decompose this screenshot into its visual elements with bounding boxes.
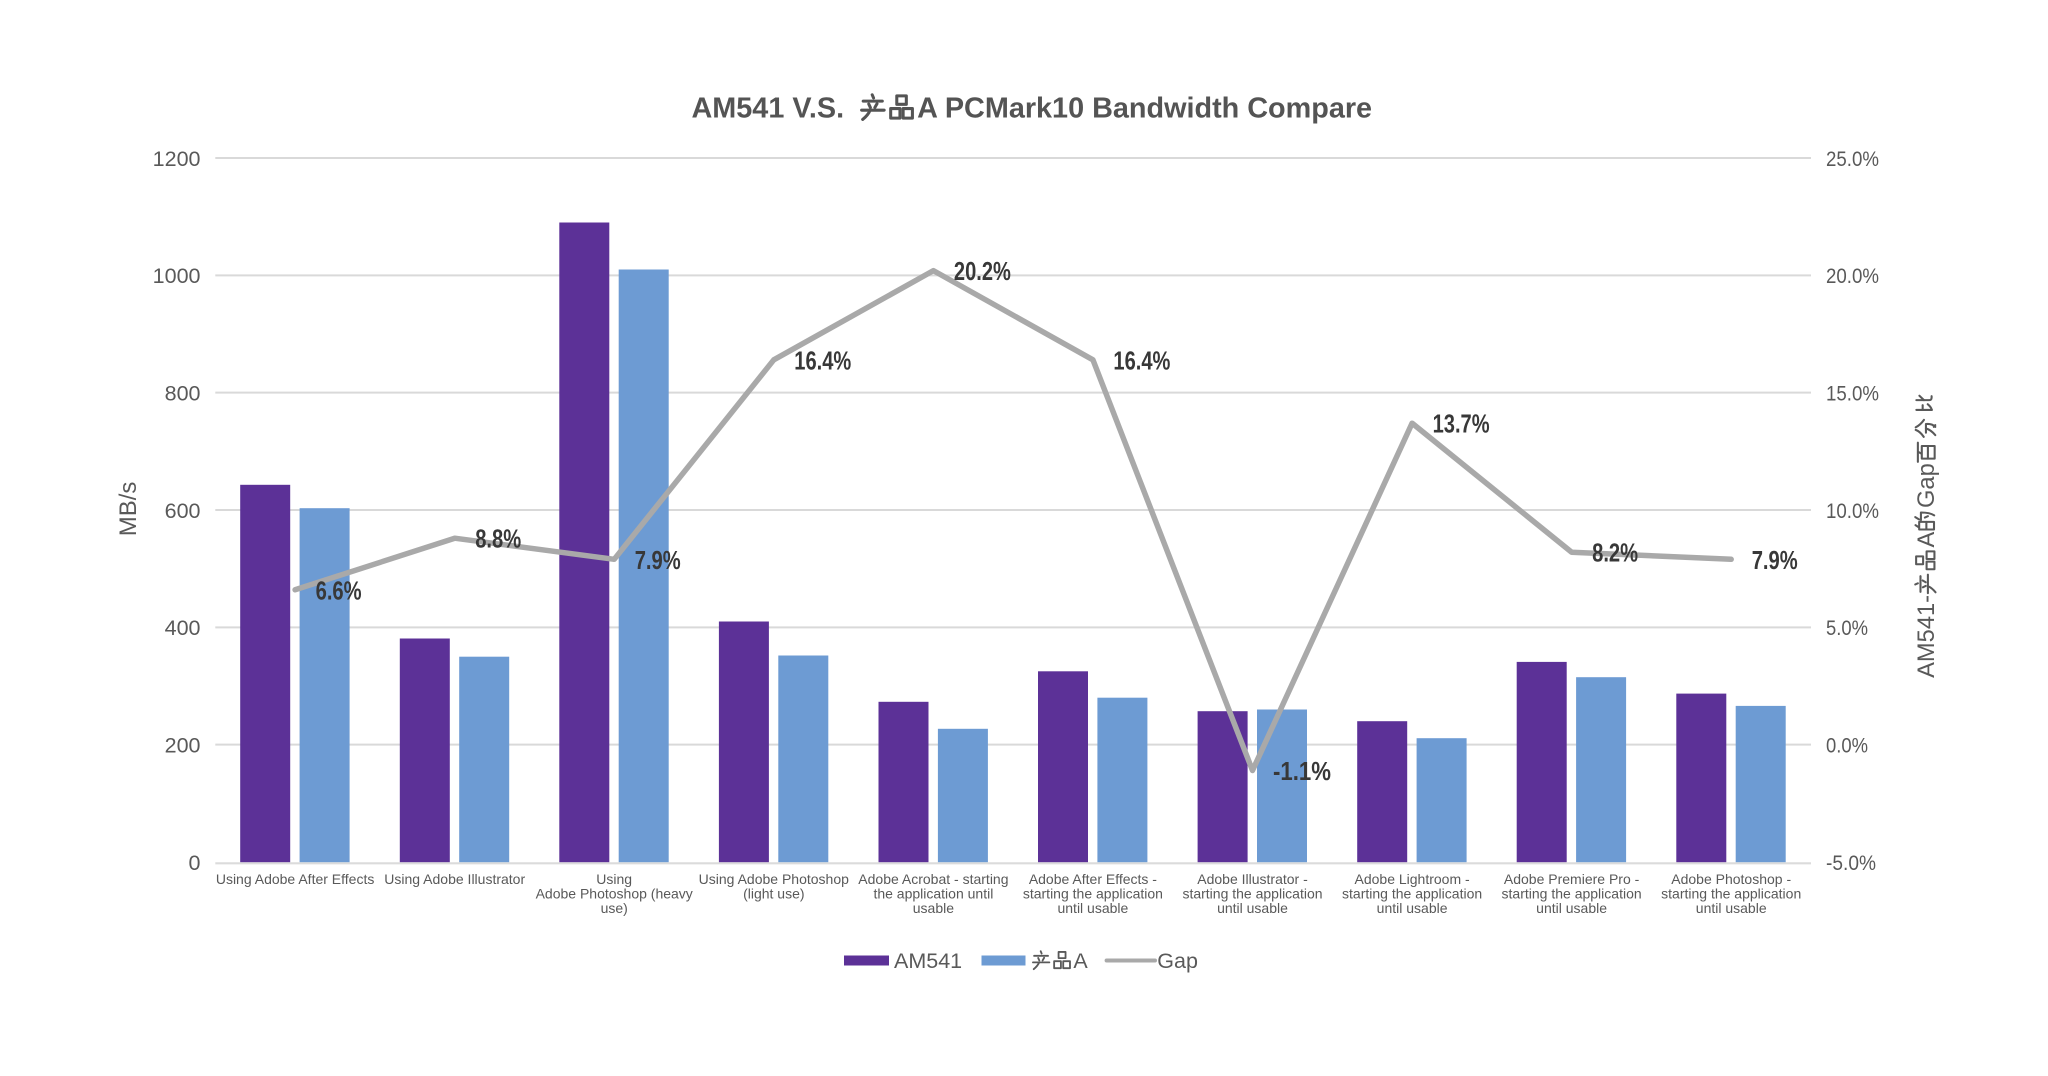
svg-text:AM541 V.S.: AM541 V.S. (692, 93, 853, 125)
svg-text:200: 200 (165, 734, 201, 758)
svg-text:starting the application: starting the application (1182, 886, 1322, 902)
svg-text:5.0%: 5.0% (1826, 616, 1868, 640)
svg-text:8.2%: 8.2% (1592, 538, 1638, 568)
svg-text:until usable: until usable (1217, 900, 1288, 916)
svg-text:AM541: AM541 (894, 949, 962, 973)
svg-text:until usable: until usable (1696, 900, 1767, 916)
svg-text:A: A (1073, 949, 1088, 973)
svg-text:16.4%: 16.4% (1113, 345, 1170, 375)
svg-text:A: A (1914, 532, 1940, 548)
svg-text:Adobe Photoshop -: Adobe Photoshop - (1671, 871, 1791, 887)
svg-text:400: 400 (165, 616, 201, 640)
svg-text:6.6%: 6.6% (316, 575, 362, 605)
svg-text:10.0%: 10.0% (1826, 499, 1879, 523)
svg-text:20.2%: 20.2% (954, 256, 1011, 286)
svg-text:Adobe After Effects -: Adobe After Effects - (1029, 871, 1157, 887)
svg-text:MB/s: MB/s (115, 482, 142, 537)
svg-text:0: 0 (189, 851, 201, 875)
svg-text:Adobe Lightroom -: Adobe Lightroom - (1355, 871, 1471, 887)
svg-text:A PCMark10 Bandwidth Compare: A PCMark10 Bandwidth Compare (917, 93, 1372, 125)
svg-text:7.9%: 7.9% (1752, 545, 1798, 575)
svg-text:Gap: Gap (1914, 463, 1940, 508)
svg-text:the application until: the application until (873, 886, 993, 902)
svg-text:1000: 1000 (153, 264, 201, 288)
svg-text:0.0%: 0.0% (1826, 734, 1868, 758)
svg-text:7.9%: 7.9% (635, 545, 681, 575)
svg-text:20.0%: 20.0% (1826, 264, 1879, 288)
svg-text:(light use): (light use) (743, 886, 804, 902)
svg-text:use): use) (601, 900, 628, 916)
svg-text:800: 800 (165, 382, 201, 406)
svg-text:starting the application: starting the application (1023, 886, 1163, 902)
svg-text:13.7%: 13.7% (1433, 409, 1490, 439)
svg-text:Using Adobe Photoshop: Using Adobe Photoshop (699, 871, 849, 887)
svg-text:Adobe Photoshop (heavy: Adobe Photoshop (heavy (536, 886, 693, 902)
svg-text:-5.0%: -5.0% (1826, 851, 1876, 875)
svg-text:until usable: until usable (1536, 900, 1607, 916)
svg-text:usable: usable (913, 900, 954, 916)
svg-text:Using Adobe After Effects: Using Adobe After Effects (216, 871, 375, 887)
svg-text:Adobe Illustrator -: Adobe Illustrator - (1197, 871, 1308, 887)
svg-text:until usable: until usable (1377, 900, 1448, 916)
svg-text:until usable: until usable (1057, 900, 1128, 916)
svg-text:Using: Using (596, 871, 632, 887)
svg-text:Adobe Premiere Pro -: Adobe Premiere Pro - (1504, 871, 1640, 887)
svg-text:8.8%: 8.8% (475, 524, 521, 554)
svg-text:25.0%: 25.0% (1826, 147, 1879, 171)
svg-text:Using Adobe Illustrator: Using Adobe Illustrator (384, 871, 525, 887)
svg-text:Gap: Gap (1157, 949, 1198, 973)
svg-text:Adobe Acrobat - starting: Adobe Acrobat - starting (858, 871, 1008, 887)
svg-text:AM541-: AM541- (1914, 595, 1940, 678)
svg-text:600: 600 (165, 499, 201, 523)
svg-text:starting the application: starting the application (1661, 886, 1801, 902)
svg-text:starting the application: starting the application (1502, 886, 1642, 902)
svg-text:1200: 1200 (153, 147, 201, 171)
svg-text:starting the application: starting the application (1342, 886, 1482, 902)
svg-text:16.4%: 16.4% (794, 345, 851, 375)
svg-text:-1.1%: -1.1% (1273, 756, 1331, 786)
svg-text:15.0%: 15.0% (1826, 382, 1879, 406)
